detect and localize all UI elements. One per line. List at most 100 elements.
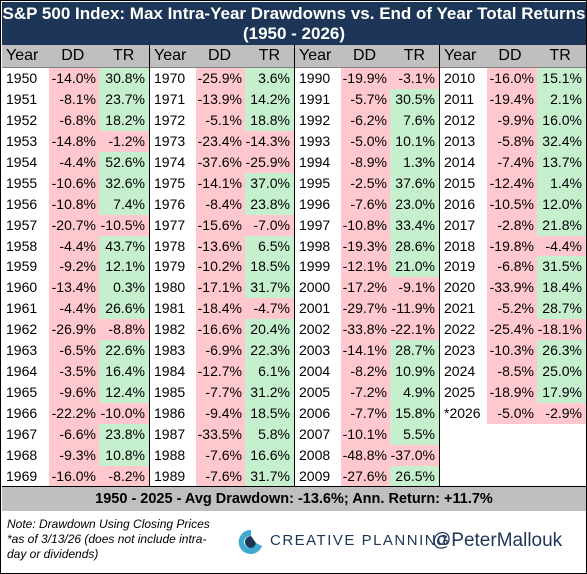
drawdown-value: -48.8% xyxy=(342,446,387,463)
dd-cell-fill xyxy=(341,444,390,466)
drawdown-value: -26.9% xyxy=(51,321,96,338)
tr-cell-fill xyxy=(537,130,586,152)
drawdown-value: -6.9% xyxy=(205,342,242,359)
dd-cell-fill xyxy=(487,151,537,173)
tr-cell-fill xyxy=(390,68,439,89)
year-label: 2012 xyxy=(444,111,476,128)
year-label: 2009 xyxy=(299,467,331,484)
total-return-value: -7.0% xyxy=(253,216,290,233)
year-label: 1959 xyxy=(6,258,38,275)
drawdown-value: -8.1% xyxy=(59,90,96,107)
dd-cell-fill xyxy=(196,68,245,89)
total-return-value: -4.4% xyxy=(545,237,582,254)
total-return-value: -11.9% xyxy=(391,300,435,317)
year-label: 1968 xyxy=(6,446,38,463)
header-dd: DD xyxy=(208,47,232,64)
drawdown-value: -33.9% xyxy=(489,279,534,296)
tr-cell-fill xyxy=(390,277,439,299)
table-row: 2013 -5.8% 32.4% xyxy=(440,130,586,152)
dd-cell-fill xyxy=(341,68,390,89)
dd-cell-fill xyxy=(487,214,537,236)
drawdown-value: -22.2% xyxy=(51,405,96,422)
drawdown-value: -14.1% xyxy=(342,342,387,359)
table-row: 1970 -25.9% 3.6% xyxy=(150,68,294,89)
year-label: 2022 xyxy=(444,321,476,338)
year-label: 1958 xyxy=(6,237,38,254)
total-return-value: -10.0% xyxy=(100,405,145,422)
total-return-value: 25.0% xyxy=(542,363,582,380)
tr-cell-fill xyxy=(99,130,149,152)
total-return-value: -37.0% xyxy=(390,446,435,463)
header-year: Year xyxy=(6,47,39,64)
tr-cell-fill xyxy=(245,444,294,466)
table-row: 2011 -19.4% 2.1% xyxy=(440,88,586,110)
dd-cell-fill xyxy=(341,423,390,445)
tr-cell-fill xyxy=(390,423,439,445)
header-year: Year xyxy=(154,47,187,64)
table-row: 1988 -7.6% 16.6% xyxy=(150,444,294,466)
tr-cell-fill xyxy=(245,68,294,89)
drawdown-value: -4.4% xyxy=(59,153,96,170)
dd-cell-fill xyxy=(196,172,245,194)
dd-cell-fill xyxy=(49,361,99,383)
dd-cell-fill xyxy=(341,277,390,299)
drawdown-value: -9.6% xyxy=(59,384,96,401)
dd-cell-fill xyxy=(341,109,390,131)
table-row: 1954 -4.4% 52.6% xyxy=(2,151,149,173)
year-label: 1974 xyxy=(154,153,186,170)
total-return-value: 33.4% xyxy=(395,216,435,233)
total-return-value: 12.1% xyxy=(105,258,145,275)
tr-cell-fill xyxy=(99,403,149,424)
drawdown-value: -4.4% xyxy=(59,237,96,254)
drawdown-value: -14.1% xyxy=(197,174,242,191)
drawdown-value: -37.6% xyxy=(197,153,242,170)
total-return-value: 14.2% xyxy=(250,90,290,107)
year-label: 1977 xyxy=(154,216,186,233)
tr-cell-fill xyxy=(99,298,149,320)
header-year: Year xyxy=(444,47,477,64)
year-label: 1964 xyxy=(6,363,38,380)
creative-planning-logo-icon xyxy=(238,529,262,554)
table-row: 1992 -6.2% 7.6% xyxy=(295,109,439,131)
tr-cell-fill xyxy=(99,361,149,383)
total-return-value: 5.5% xyxy=(403,425,435,442)
table-row: 1960 -13.4% 0.3% xyxy=(2,277,149,299)
year-label: 1955 xyxy=(6,174,38,191)
table-row: 2021 -5.2% 28.7% xyxy=(440,298,586,320)
total-return-value: -8.2% xyxy=(108,467,145,484)
drawdown-value: -7.6% xyxy=(205,446,242,463)
table-row: 1993 -5.0% 10.1% xyxy=(295,130,439,152)
tr-cell-fill xyxy=(99,214,149,236)
dd-cell-fill xyxy=(196,444,245,466)
total-return-value: 23.7% xyxy=(105,90,145,107)
table-row: 2008 -48.8% -37.0% xyxy=(295,444,439,466)
table-row: 1964 -3.5% 16.4% xyxy=(2,361,149,383)
table-row: 2006 -7.7% 15.8% xyxy=(295,403,439,424)
table-row: 1980 -17.1% 31.7% xyxy=(150,277,294,299)
drawdown-value: -5.2% xyxy=(497,300,534,317)
drawdown-value: -10.8% xyxy=(51,195,96,212)
table-row: 1962 -26.9% -8.8% xyxy=(2,319,149,341)
drawdown-value: -19.3% xyxy=(342,237,387,254)
year-label: 1986 xyxy=(154,405,186,422)
dd-cell-fill xyxy=(49,214,99,236)
total-return-value: 22.6% xyxy=(105,342,145,359)
dd-cell-fill xyxy=(487,277,537,299)
year-label: 1961 xyxy=(6,300,38,317)
table-row: *2026 -5.0% -2.9% xyxy=(440,403,586,424)
total-return-value: 26.3% xyxy=(542,342,582,359)
tr-cell-fill xyxy=(245,423,294,445)
drawdown-value: -25.4% xyxy=(489,321,534,338)
tr-cell-fill xyxy=(537,109,586,131)
year-label: 2023 xyxy=(444,342,476,359)
drawdown-value: -10.5% xyxy=(489,195,534,212)
table-row: 1955 -10.6% 32.6% xyxy=(2,172,149,194)
drawdown-value: -19.4% xyxy=(489,90,534,107)
year-label: 2021 xyxy=(444,300,476,317)
dd-cell-fill xyxy=(487,361,537,383)
year-label: 2006 xyxy=(299,405,331,422)
total-return-value: 12.4% xyxy=(105,384,145,401)
title-bar: S&P 500 Index: Max Intra-Year Drawdowns … xyxy=(2,2,586,45)
total-return-value: 31.7% xyxy=(250,467,290,484)
total-return-value: 6.1% xyxy=(258,363,290,380)
